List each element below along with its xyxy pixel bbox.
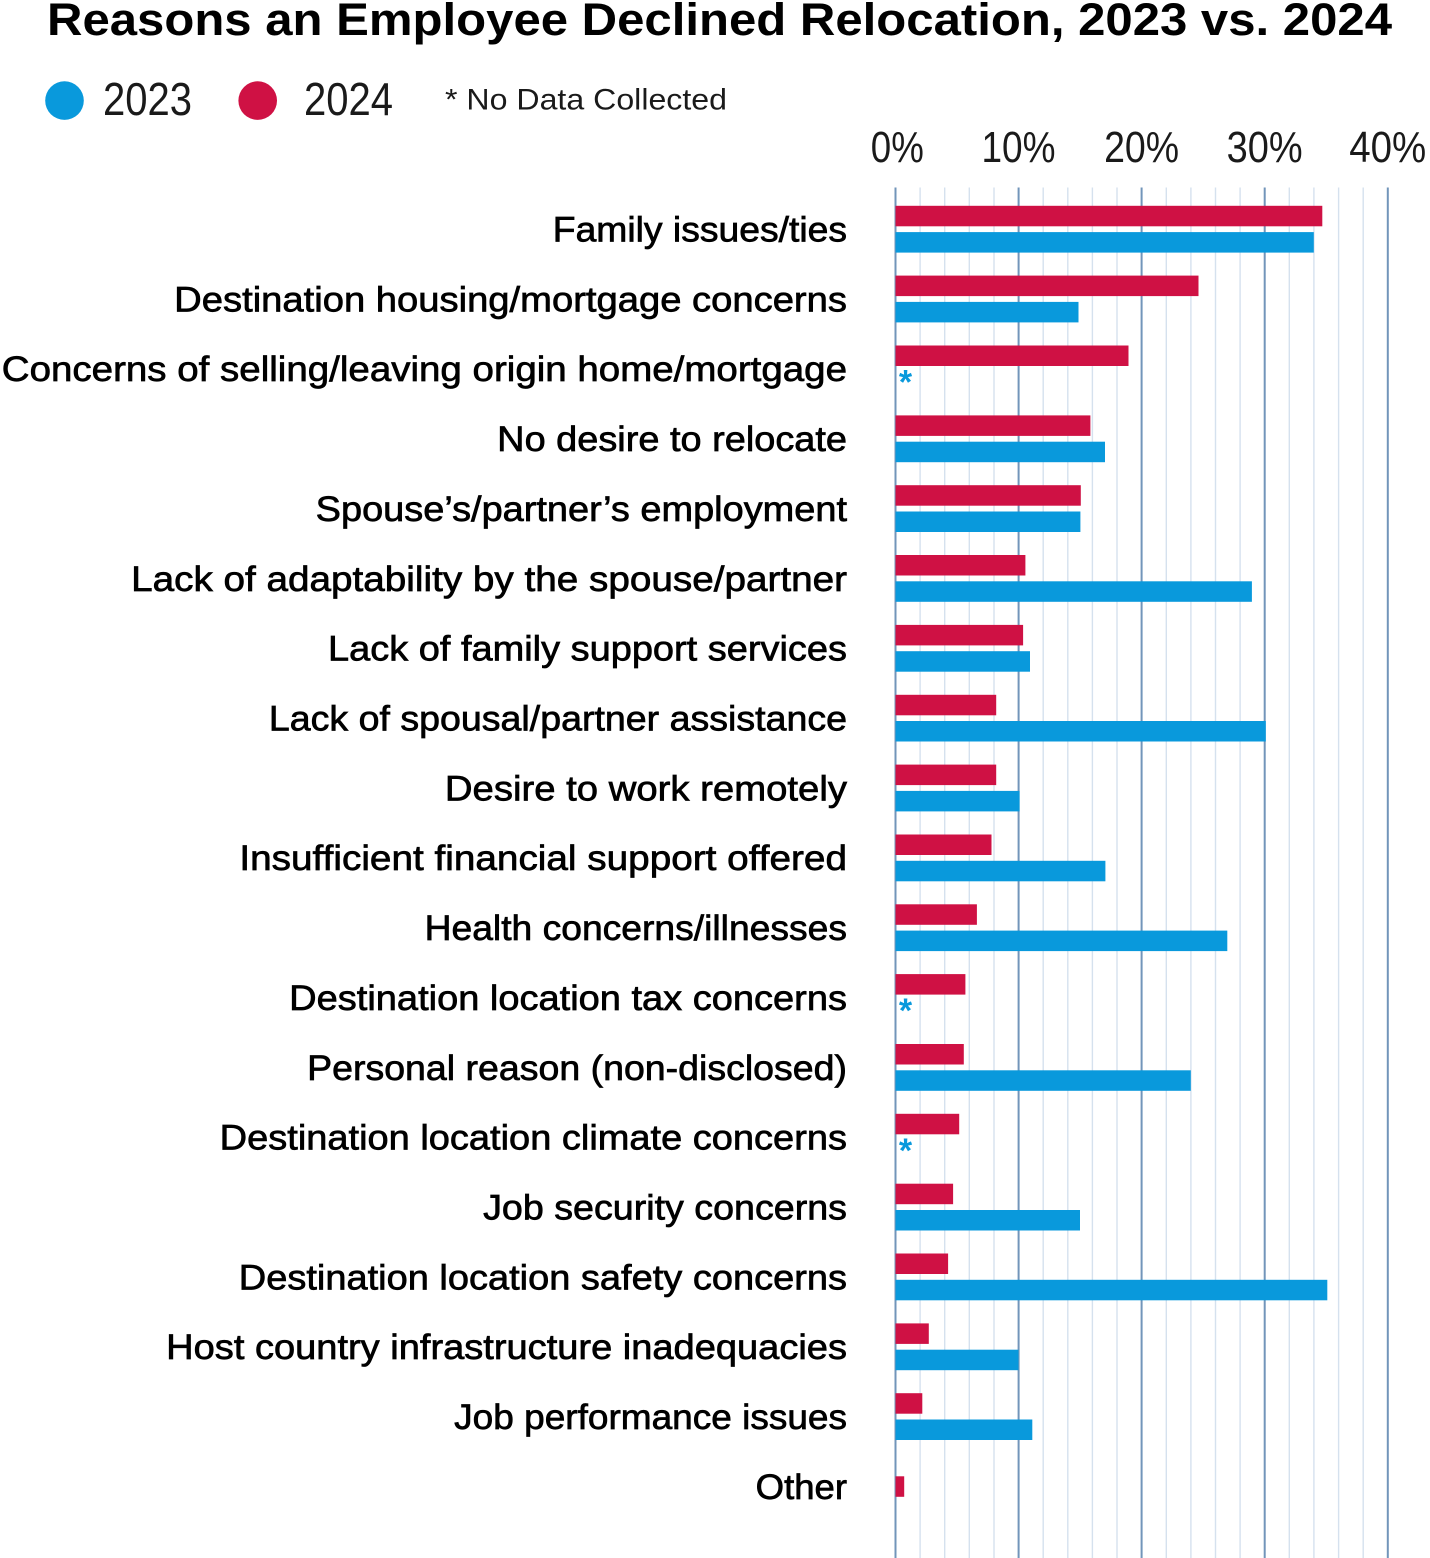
svg-text:Host country infrastructure in: Host country infrastructure inadequacies	[166, 1328, 847, 1367]
svg-text:20%: 20%	[1104, 123, 1179, 172]
svg-text:Health concerns/illnesses: Health concerns/illnesses	[425, 909, 847, 948]
svg-text:No desire to relocate: No desire to relocate	[497, 420, 847, 459]
svg-text:Desire to work remotely: Desire to work remotely	[445, 769, 848, 808]
svg-text:Destination location tax conce: Destination location tax concerns	[289, 979, 847, 1018]
svg-text:Insufficient financial support: Insufficient financial support offered	[239, 839, 847, 878]
svg-text:2023: 2023	[103, 73, 192, 125]
svg-text:Personal reason (non-disclosed: Personal reason (non-disclosed)	[307, 1049, 847, 1088]
svg-text:Destination housing/mortgage c: Destination housing/mortgage concerns	[174, 280, 847, 319]
svg-text:Spouse’s/partner’s employment: Spouse’s/partner’s employment	[316, 490, 848, 529]
svg-text:Lack of spousal/partner assist: Lack of spousal/partner assistance	[269, 700, 847, 739]
svg-text:Lack of adaptability by the sp: Lack of adaptability by the spouse/partn…	[131, 560, 847, 599]
svg-text:2024: 2024	[304, 73, 393, 125]
svg-text:10%: 10%	[982, 123, 1056, 172]
svg-text:Concerns of selling/leaving or: Concerns of selling/leaving origin home/…	[2, 350, 847, 389]
svg-text:Reasons an Employee Declined R: Reasons an Employee Declined Relocation,…	[47, 0, 1392, 45]
svg-text:Family issues/ties: Family issues/ties	[553, 211, 847, 250]
svg-text:0%: 0%	[871, 123, 924, 172]
svg-text:*: *	[899, 992, 913, 1030]
svg-text:Job security concerns: Job security concerns	[483, 1188, 847, 1227]
svg-text:Destination location safety co: Destination location safety concerns	[239, 1258, 847, 1297]
svg-text:30%: 30%	[1227, 123, 1303, 172]
svg-text:Destination location climate c: Destination location climate concerns	[220, 1119, 847, 1158]
svg-text:* No Data Collected: * No Data Collected	[445, 84, 727, 117]
svg-text:Job performance issues: Job performance issues	[454, 1398, 847, 1437]
svg-text:Other: Other	[756, 1468, 848, 1507]
svg-text:*: *	[899, 1132, 913, 1170]
svg-text:Lack of family support service: Lack of family support services	[328, 630, 847, 669]
svg-text:40%: 40%	[1349, 123, 1426, 172]
svg-text:*: *	[899, 364, 913, 402]
